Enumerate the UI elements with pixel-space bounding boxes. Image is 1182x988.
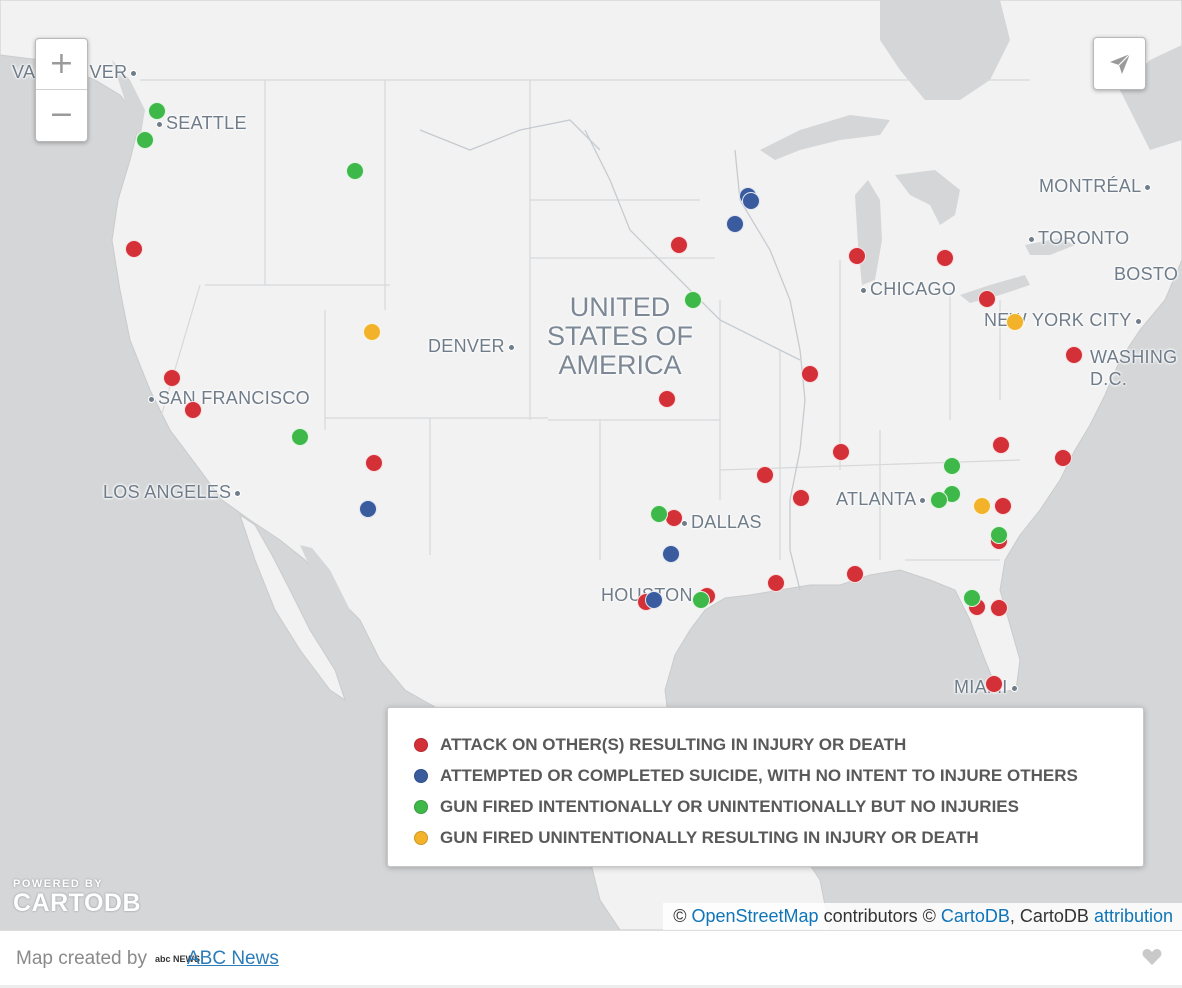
powered-by-text: POWERED BY — [13, 878, 104, 890]
incident-marker-no-injury[interactable] — [963, 589, 981, 607]
abc-news-logo: abc NEWS — [154, 953, 200, 964]
city-label-montreal: MONTRÉAL — [1039, 176, 1154, 197]
map-attribution: © OpenStreetMap contributors © CartoDB, … — [663, 903, 1182, 930]
legend-swatch-red — [414, 737, 428, 752]
city-label-boston: BOSTO — [1114, 264, 1179, 284]
incident-marker-suicide[interactable] — [359, 500, 377, 518]
zoom-in-button[interactable]: + — [36, 39, 87, 90]
incident-marker-attack[interactable] — [832, 443, 850, 461]
city-label-denver: DENVER — [428, 336, 518, 357]
incident-marker-no-injury[interactable] — [990, 526, 1008, 544]
legend-item-unintentional: GUN FIRED UNINTENTIONALLY RESULTING IN I… — [414, 822, 1143, 853]
incident-marker-unintentional-injury[interactable] — [973, 497, 991, 515]
incident-marker-unintentional-injury[interactable] — [363, 323, 381, 341]
country-label: UNITED STATES OF AMERICA — [546, 292, 693, 380]
legend-label: GUN FIRED INTENTIONALLY OR UNINTENTIONAL… — [440, 796, 1019, 816]
incident-marker-attack[interactable] — [936, 249, 954, 267]
like-button[interactable] — [1142, 948, 1162, 971]
city-label-seattle: SEATTLE — [153, 113, 247, 134]
legend-item-attack: ATTACK ON OTHER(S) RESULTING IN INJURY O… — [414, 729, 1143, 760]
legend-swatch-blue — [414, 768, 428, 783]
incident-marker-attack[interactable] — [365, 454, 383, 472]
incident-marker-attack[interactable] — [792, 489, 810, 507]
incident-marker-unintentional-injury[interactable] — [1006, 313, 1024, 331]
incident-marker-attack[interactable] — [1065, 346, 1083, 364]
legend-item-suicide: ATTEMPTED OR COMPLETED SUICIDE, WITH NO … — [414, 760, 1143, 791]
incident-marker-no-injury[interactable] — [943, 457, 961, 475]
incident-marker-attack[interactable] — [163, 369, 181, 387]
share-button[interactable] — [1093, 37, 1146, 90]
city-label-atlanta: ATLANTA — [836, 489, 929, 510]
city-label-washington: WASHING — [1090, 347, 1178, 367]
incident-marker-no-injury[interactable] — [930, 491, 948, 509]
incident-marker-attack[interactable] — [125, 240, 143, 258]
legend-swatch-green — [414, 799, 428, 814]
legend-label: ATTACK ON OTHER(S) RESULTING IN INJURY O… — [440, 734, 907, 754]
openstreetmap-link[interactable]: OpenStreetMap — [691, 906, 819, 926]
city-label-toronto: TORONTO — [1025, 228, 1129, 249]
incident-marker-attack[interactable] — [990, 599, 1008, 617]
incident-marker-attack[interactable] — [670, 236, 688, 254]
map-legend: ATTACK ON OTHER(S) RESULTING IN INJURY O… — [387, 707, 1144, 867]
incident-marker-no-injury[interactable] — [346, 162, 364, 180]
incident-marker-attack[interactable] — [184, 401, 202, 419]
incident-marker-attack[interactable] — [658, 390, 676, 408]
cartodb-wordmark: CARTODB — [13, 889, 142, 917]
legend-label: ATTEMPTED OR COMPLETED SUICIDE, WITH NO … — [440, 765, 1078, 785]
footer-divider — [0, 985, 1182, 988]
legend-item-no-injury: GUN FIRED INTENTIONALLY OR UNINTENTIONAL… — [414, 791, 1143, 822]
incident-marker-no-injury[interactable] — [148, 102, 166, 120]
incident-marker-attack[interactable] — [985, 675, 1003, 693]
incident-marker-attack[interactable] — [767, 574, 785, 592]
zoom-out-button[interactable]: − — [48, 97, 75, 132]
legend-swatch-yellow — [414, 830, 428, 845]
map-footer: Map created by abc NEWS ABC News — [0, 930, 1182, 988]
incident-marker-attack[interactable] — [756, 466, 774, 484]
zoom-control: + − — [35, 38, 88, 142]
incident-marker-attack[interactable] — [978, 290, 996, 308]
city-label-chicago: CHICAGO — [857, 279, 956, 300]
incident-marker-no-injury[interactable] — [136, 131, 154, 149]
incident-marker-attack[interactable] — [1054, 449, 1072, 467]
attribution-link[interactable]: attribution — [1093, 906, 1173, 926]
paper-plane-icon — [1109, 53, 1130, 74]
legend-label: GUN FIRED UNINTENTIONALLY RESULTING IN I… — [440, 827, 979, 847]
map-view[interactable]: VANCOUVER SEATTLE MONTRÉAL TORONTO BOSTO… — [0, 0, 1182, 930]
incident-marker-attack[interactable] — [992, 436, 1010, 454]
made-by-text: Map created by — [16, 948, 147, 969]
city-label-dc: D.C. — [1090, 369, 1128, 389]
map-credit: Map created by abc NEWS ABC News — [16, 948, 279, 970]
incident-marker-attack[interactable] — [846, 565, 864, 583]
cartodb-link[interactable]: CartoDB — [940, 906, 1010, 926]
incident-marker-suicide[interactable] — [726, 215, 744, 233]
heart-icon — [1142, 949, 1162, 965]
city-label-dallas: DALLAS — [678, 512, 762, 533]
incident-marker-suicide[interactable] — [645, 591, 663, 609]
incident-marker-attack[interactable] — [994, 497, 1012, 515]
cartodb-logo[interactable]: POWERED BY CARTODB — [13, 878, 141, 916]
city-label-san-francisco: SAN FRANCISCO — [145, 388, 310, 409]
incident-marker-suicide[interactable] — [662, 545, 680, 563]
incident-marker-suicide[interactable] — [742, 192, 760, 210]
incident-marker-attack[interactable] — [801, 365, 819, 383]
incident-marker-no-injury[interactable] — [650, 505, 668, 523]
incident-marker-attack[interactable] — [848, 247, 866, 265]
incident-marker-no-injury[interactable] — [692, 591, 710, 609]
author-link[interactable]: ABC News — [186, 948, 279, 969]
incident-marker-no-injury[interactable] — [684, 291, 702, 309]
incident-marker-no-injury[interactable] — [291, 428, 309, 446]
city-label-los-angeles: LOS ANGELES — [103, 482, 244, 503]
